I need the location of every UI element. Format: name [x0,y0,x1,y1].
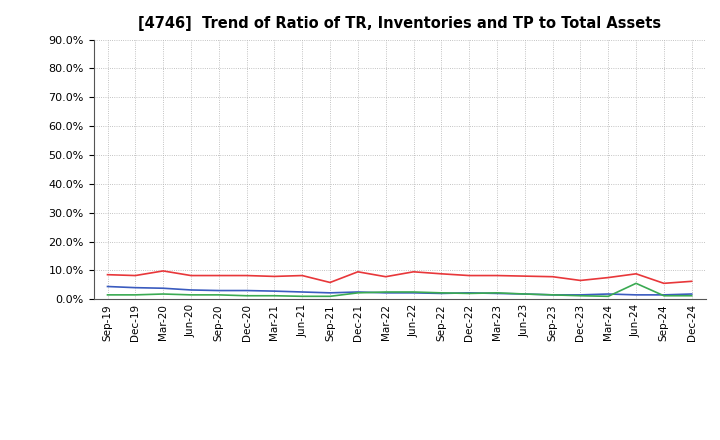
Trade Payables [549,292,557,297]
Trade Receivables [325,280,334,285]
Trade Receivables [465,273,474,278]
Trade Receivables [354,269,362,275]
Trade Receivables [660,281,668,286]
Trade Payables [631,281,640,286]
Trade Receivables [270,274,279,279]
Trade Receivables [409,269,418,275]
Trade Receivables [159,268,168,274]
Inventories [604,291,613,297]
Inventories [382,290,390,296]
Inventories [325,290,334,296]
Line: Trade Payables: Trade Payables [107,283,692,296]
Trade Payables [492,290,501,296]
Inventories [354,290,362,295]
Inventories [521,291,529,297]
Trade Payables [103,292,112,297]
Trade Payables [604,293,613,299]
Trade Payables [437,290,446,296]
Trade Receivables [215,273,223,278]
Trade Payables [270,293,279,298]
Trade Receivables [521,274,529,279]
Trade Payables [354,290,362,296]
Trade Payables [215,292,223,297]
Inventories [186,287,195,293]
Trade Receivables [382,274,390,279]
Trade Payables [576,293,585,298]
Inventories [465,290,474,296]
Inventories [688,291,696,297]
Trade Payables [660,293,668,298]
Trade Receivables [604,275,613,280]
Inventories [409,290,418,296]
Inventories [492,291,501,296]
Trade Receivables [242,273,251,278]
Trade Receivables [631,271,640,276]
Trade Receivables [103,272,112,277]
Trade Payables [298,293,307,299]
Title: [4746]  Trend of Ratio of TR, Inventories and TP to Total Assets: [4746] Trend of Ratio of TR, Inventories… [138,16,661,32]
Trade Receivables [186,273,195,278]
Trade Receivables [437,271,446,276]
Trade Receivables [688,279,696,284]
Trade Receivables [576,278,585,283]
Trade Payables [465,291,474,296]
Trade Payables [159,291,168,297]
Trade Payables [186,292,195,297]
Line: Inventories: Inventories [107,286,692,295]
Inventories [215,288,223,293]
Trade Receivables [298,273,307,278]
Trade Receivables [131,273,140,278]
Inventories [549,292,557,297]
Trade Payables [242,293,251,298]
Inventories [631,292,640,297]
Inventories [103,284,112,289]
Inventories [131,285,140,290]
Inventories [298,290,307,295]
Inventories [437,291,446,296]
Line: Trade Receivables: Trade Receivables [107,271,692,283]
Trade Payables [382,290,390,295]
Trade Receivables [492,273,501,278]
Trade Payables [688,293,696,298]
Inventories [660,292,668,297]
Inventories [159,286,168,291]
Trade Payables [131,292,140,297]
Trade Receivables [549,274,557,279]
Trade Payables [325,293,334,299]
Inventories [576,292,585,297]
Trade Payables [521,291,529,297]
Trade Payables [409,290,418,295]
Inventories [270,289,279,294]
Inventories [242,288,251,293]
